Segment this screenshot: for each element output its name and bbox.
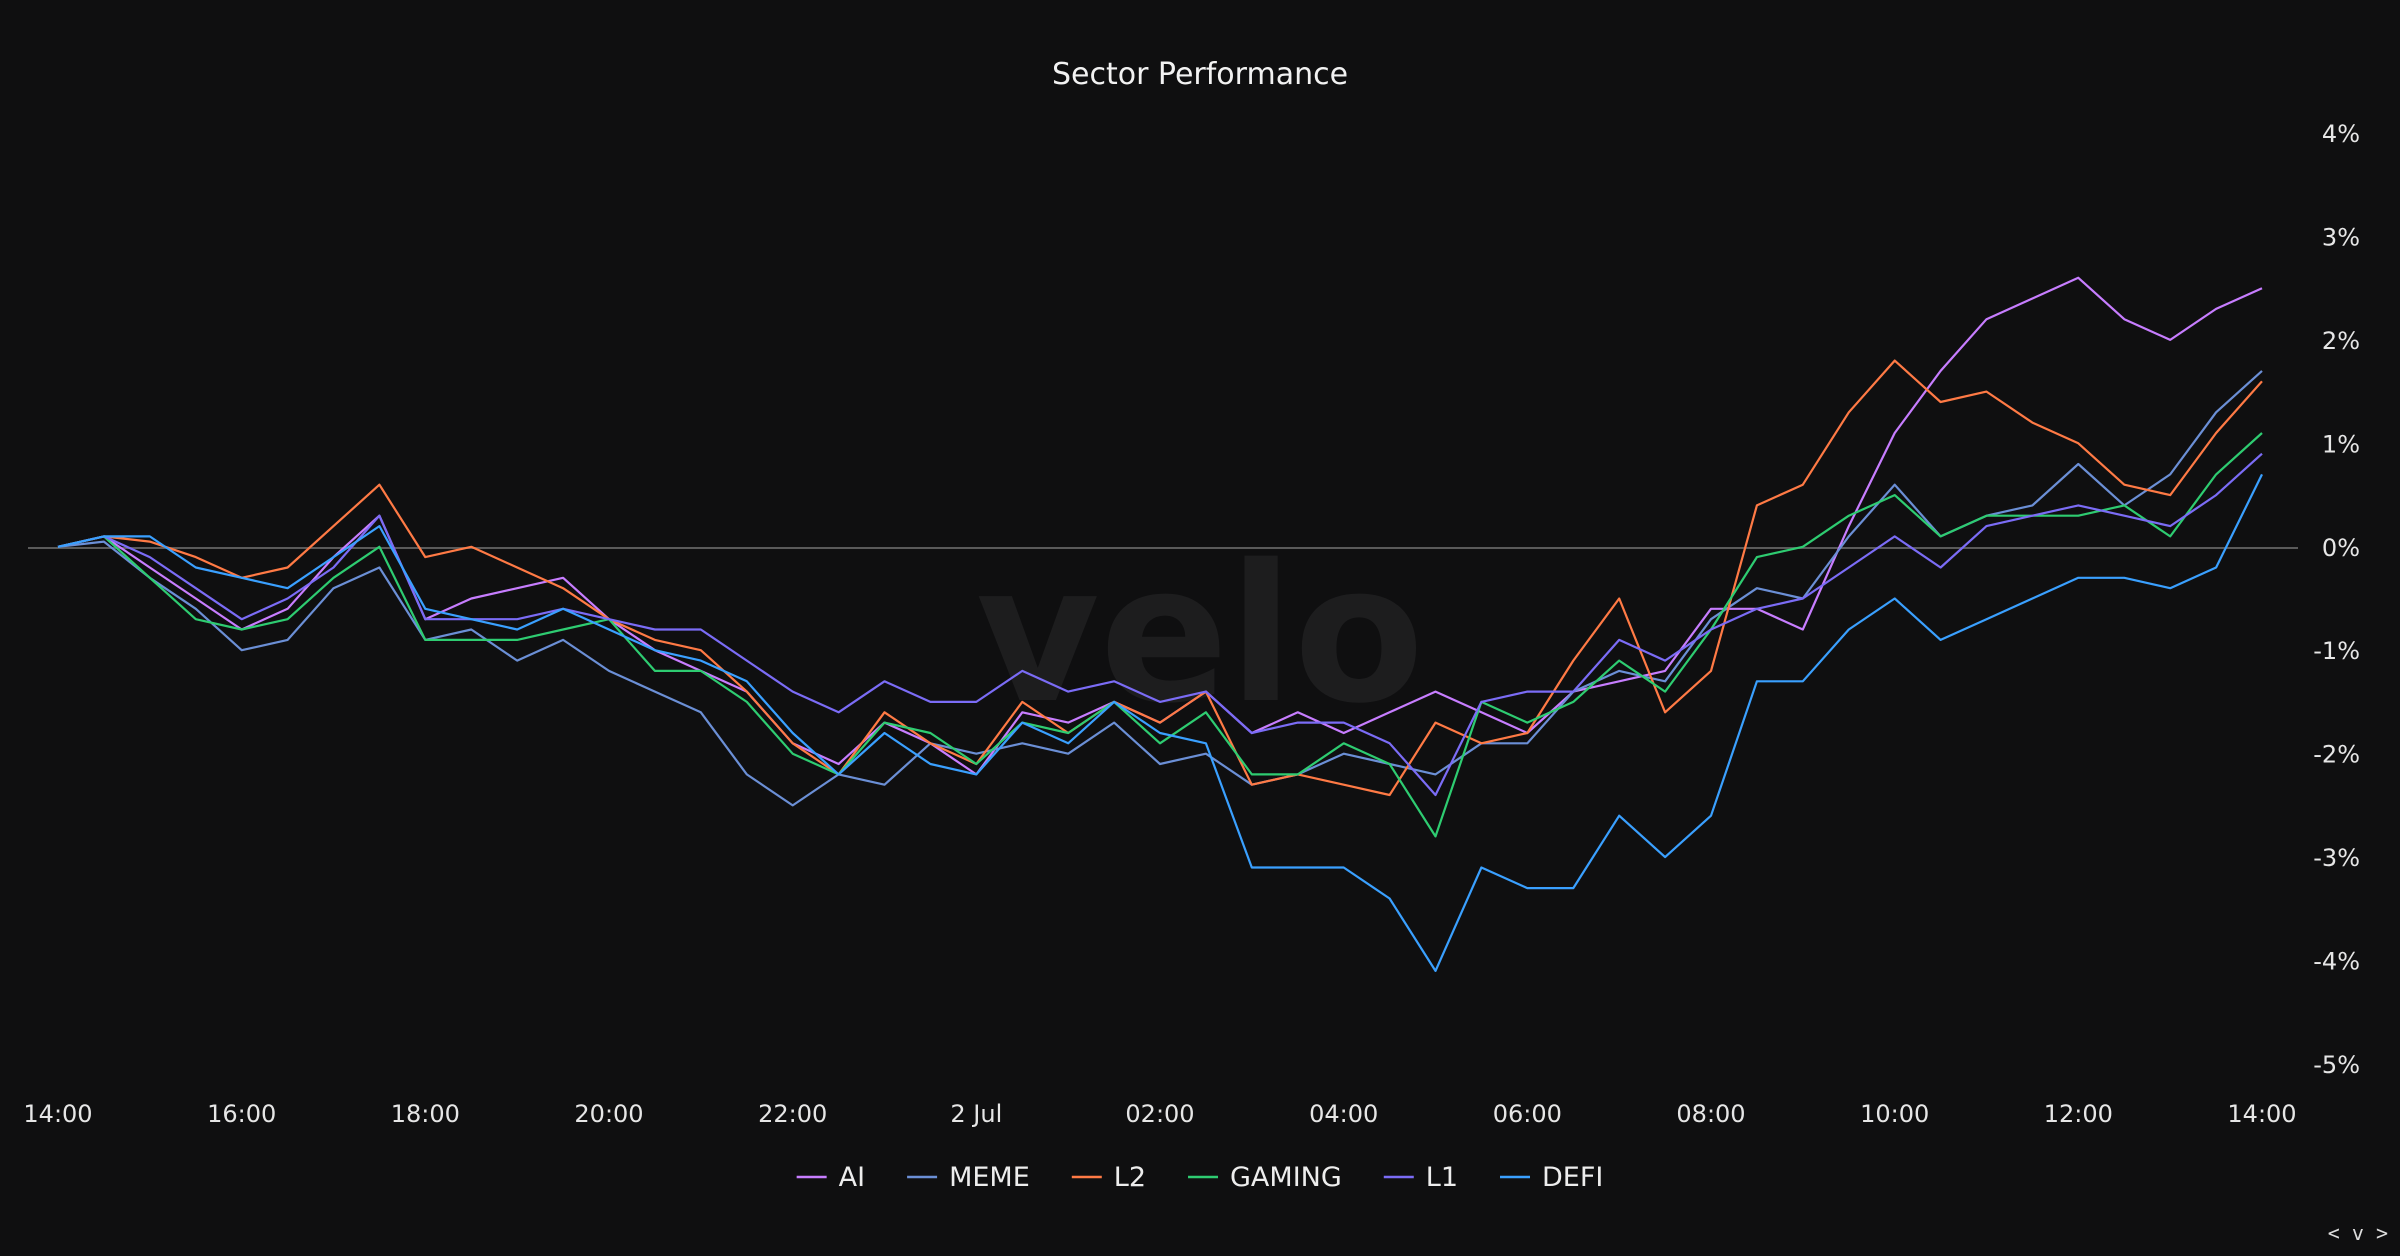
y-tick-label: 2% <box>2322 327 2360 355</box>
chart-expand-icon[interactable]: < v > <box>2328 1221 2388 1245</box>
x-tick-label: 12:00 <box>2044 1100 2113 1128</box>
legend-label: L2 <box>1114 1162 1146 1193</box>
legend-item-ai[interactable]: AI <box>796 1162 865 1193</box>
x-tick-label: 10:00 <box>1860 1100 1929 1128</box>
y-tick-label: -2% <box>2313 741 2360 769</box>
x-tick-label: 2 Jul <box>950 1100 1002 1128</box>
x-tick-label: 18:00 <box>391 1100 460 1128</box>
x-tick-label: 22:00 <box>758 1100 827 1128</box>
series-lines <box>57 276 2263 973</box>
legend-label: DEFI <box>1542 1162 1603 1193</box>
series-line-l1 <box>57 452 2263 797</box>
y-tick-label: 1% <box>2322 430 2360 458</box>
y-tick-label: -1% <box>2313 637 2360 665</box>
y-tick-label: -4% <box>2313 948 2360 976</box>
x-tick-label: 08:00 <box>1676 1100 1745 1128</box>
legend-label: AI <box>839 1162 865 1193</box>
y-tick-label: 3% <box>2322 223 2360 251</box>
chart-title: Sector Performance <box>1052 57 1348 92</box>
legend-item-l2[interactable]: L2 <box>1071 1162 1146 1193</box>
y-tick-label: 4% <box>2322 120 2360 148</box>
series-line-l2 <box>57 359 2263 797</box>
legend[interactable]: AI MEME L2 GAMING L1 DEFI <box>796 1162 1604 1193</box>
velo-watermark: velo <box>976 524 1424 745</box>
legend-item-gaming[interactable]: GAMING <box>1188 1162 1342 1193</box>
y-tick-label: -5% <box>2313 1051 2360 1079</box>
legend-label: MEME <box>949 1162 1030 1193</box>
series-line-gaming <box>57 432 2263 838</box>
legend-item-meme[interactable]: MEME <box>907 1162 1030 1193</box>
legend-item-l1[interactable]: L1 <box>1383 1162 1458 1193</box>
y-axis-ticks: 4% 3% 2% 1% 0% -1% -2% -3% -4% -5% <box>2313 120 2360 1079</box>
legend-item-defi[interactable]: DEFI <box>1500 1162 1603 1193</box>
x-tick-label: 06:00 <box>1493 1100 1562 1128</box>
series-line-defi <box>57 473 2263 973</box>
x-tick-label: 16:00 <box>207 1100 276 1128</box>
x-tick-label: 14:00 <box>23 1100 92 1128</box>
legend-label: GAMING <box>1230 1162 1342 1193</box>
y-tick-label: 0% <box>2322 534 2360 562</box>
y-tick-label: -3% <box>2313 844 2360 872</box>
x-tick-label: 20:00 <box>574 1100 643 1128</box>
x-tick-label: 04:00 <box>1309 1100 1378 1128</box>
x-axis-ticks: 14:00 16:00 18:00 20:00 22:00 2 Jul 02:00 04:00… <box>23 1100 2296 1128</box>
legend-label: L1 <box>1426 1162 1458 1193</box>
x-tick-label: 14:00 <box>2227 1100 2296 1128</box>
x-tick-label: 02:00 <box>1125 1100 1194 1128</box>
